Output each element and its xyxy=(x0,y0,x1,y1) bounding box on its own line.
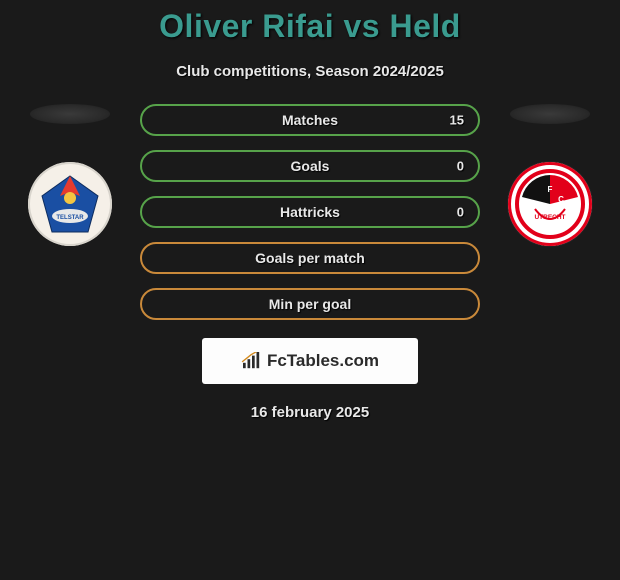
bar-chart-icon xyxy=(241,352,263,370)
stat-pill: Matches 15 xyxy=(140,104,480,136)
stat-pill: Goals per match xyxy=(140,242,480,274)
subtitle: Club competitions, Season 2024/2025 xyxy=(0,63,620,80)
page-title: Oliver Rifai vs Held xyxy=(0,0,620,45)
stat-label: Matches xyxy=(282,112,338,128)
svg-text:F: F xyxy=(548,185,553,194)
date-line: 16 february 2025 xyxy=(0,404,620,421)
left-team-badge: TELSTAR xyxy=(28,162,112,246)
stat-value-right: 0 xyxy=(457,205,464,220)
stat-label: Hattricks xyxy=(280,204,340,220)
svg-text:C: C xyxy=(558,195,564,204)
right-ellipse-shadow xyxy=(510,104,590,124)
right-team-badge: F C UTRECHT xyxy=(508,162,592,246)
left-team-col: TELSTAR xyxy=(20,104,120,246)
right-team-col: F C UTRECHT xyxy=(500,104,600,246)
stat-value-right: 15 xyxy=(450,113,464,128)
svg-text:UTRECHT: UTRECHT xyxy=(534,214,565,221)
brand-watermark: FcTables.com xyxy=(202,338,418,384)
stat-label: Goals per match xyxy=(255,250,365,266)
stat-pill: Min per goal xyxy=(140,288,480,320)
telstar-crest-icon: TELSTAR xyxy=(38,172,102,236)
brand-text: FcTables.com xyxy=(267,351,379,371)
stat-label: Goals xyxy=(291,158,330,174)
stat-pill: Hattricks 0 xyxy=(140,196,480,228)
svg-text:TELSTAR: TELSTAR xyxy=(56,215,84,221)
stat-value-right: 0 xyxy=(457,159,464,174)
stats-column: Matches 15 Goals 0 Hattricks 0 Goals per match… xyxy=(140,104,480,320)
stat-pill: Goals 0 xyxy=(140,150,480,182)
left-ellipse-shadow xyxy=(30,104,110,124)
fc-utrecht-crest-icon: F C UTRECHT xyxy=(515,169,585,239)
stat-label: Min per goal xyxy=(269,296,351,312)
comparison-row: TELSTAR Matches 15 Goals 0 Hattricks 0 Goals p… xyxy=(0,104,620,320)
